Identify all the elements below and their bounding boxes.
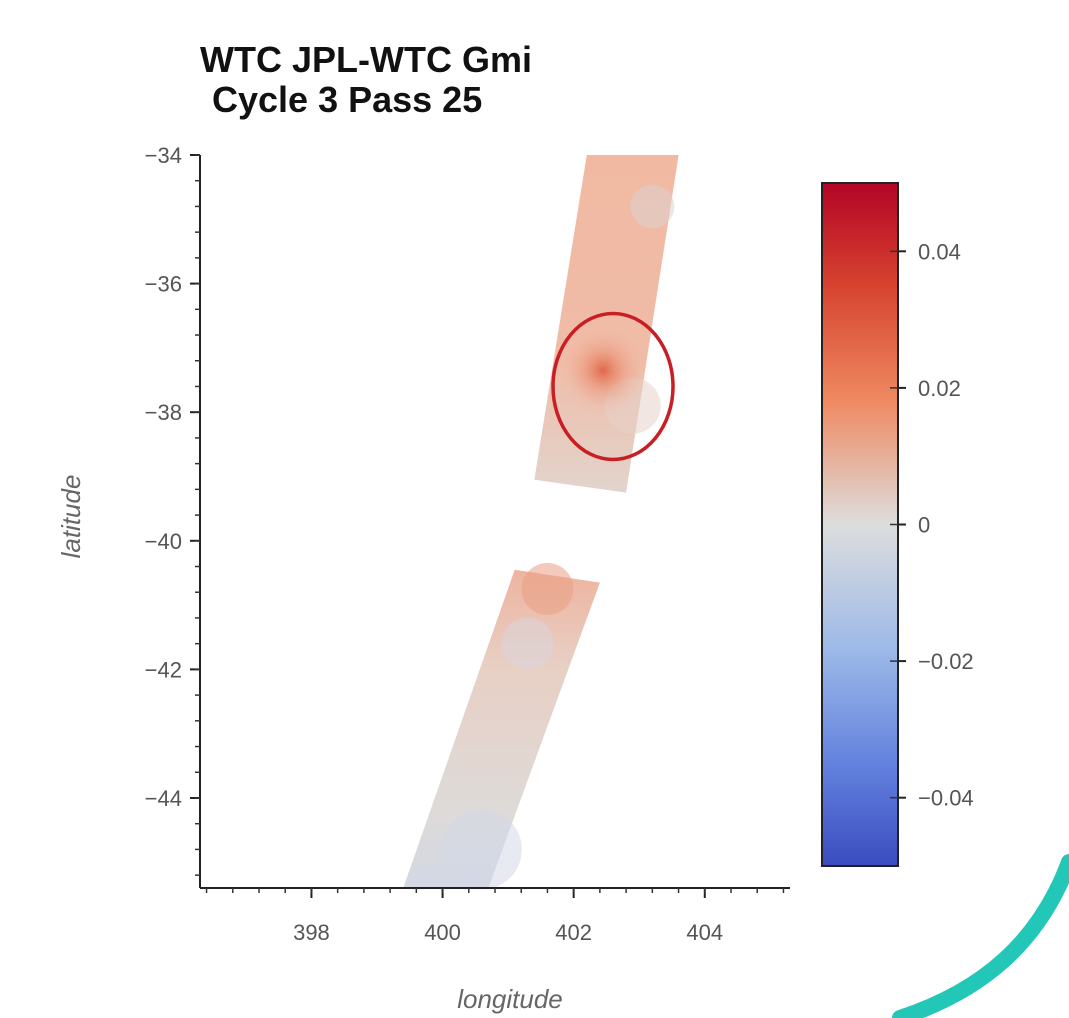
annotation-circle: [551, 311, 675, 462]
plot-area: [403, 155, 679, 890]
x-tick-label: 400: [424, 920, 461, 945]
axes: −34 −36 −38 −40 −42 −44 398 400 402 404 longitude l…: [56, 143, 790, 1014]
swath-texture-5: [521, 563, 574, 616]
y-tick-label: −36: [145, 272, 182, 297]
colorbar-tick-label: −0.04: [918, 786, 974, 811]
chart-title: WTC JPL-WTC Gmi Cycle 3 Pass 25: [200, 40, 532, 120]
swath-texture-3: [501, 617, 554, 670]
y-axis-label: latitude: [56, 475, 86, 559]
swath-texture-4: [441, 809, 522, 890]
title-line-2: Cycle 3 Pass 25: [212, 79, 483, 120]
y-tick-label: −42: [145, 657, 182, 682]
y-tick-label: −34: [145, 143, 182, 168]
swath-texture-1: [630, 184, 675, 229]
title-line-1: WTC JPL-WTC Gmi: [200, 39, 532, 80]
colorbar: 0.04 0.02 0 −0.02 −0.04: [821, 182, 974, 867]
x-tick-label: 398: [293, 920, 330, 945]
decor-arc: [892, 854, 1069, 1018]
hotspot: [557, 324, 650, 417]
colorbar-tick-label: 0.04: [918, 239, 961, 264]
x-tick-label: 404: [686, 920, 723, 945]
decor: [892, 854, 1069, 1018]
y-tick-label: −40: [145, 529, 182, 554]
colorbar-gradient: [821, 182, 899, 867]
x-axis-label: longitude: [457, 984, 563, 1014]
x-tick-label: 402: [555, 920, 592, 945]
colorbar-tick-label: −0.02: [918, 649, 974, 674]
y-tick-label: −44: [145, 786, 182, 811]
colorbar-tick-label: 0: [918, 513, 930, 538]
swath-segment-1: [534, 155, 679, 493]
y-tick-label: −38: [145, 400, 182, 425]
colorbar-tick-label: 0.02: [918, 376, 961, 401]
